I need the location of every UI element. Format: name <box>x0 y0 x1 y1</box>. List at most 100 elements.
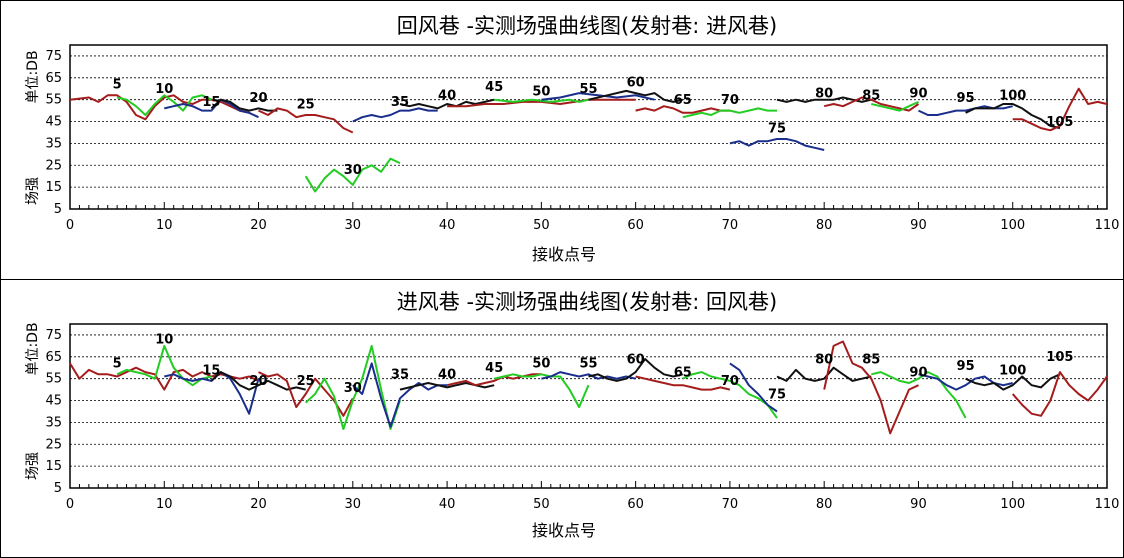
y-axis-title-unit: 单位:DB <box>25 322 41 375</box>
series-line-red <box>258 107 354 134</box>
y-tick-label: 25 <box>45 158 62 173</box>
point-number-label: 10 <box>155 82 173 97</box>
x-tick-label: 90 <box>910 497 927 512</box>
series-line-red <box>1012 87 1108 132</box>
series-line-black <box>965 373 1061 391</box>
series-line-green <box>682 371 778 419</box>
x-tick-label: 80 <box>816 497 833 512</box>
point-number-label: 25 <box>297 374 315 389</box>
x-tick-label: 30 <box>345 218 362 233</box>
point-number-label: 95 <box>957 91 975 106</box>
x-tick-label: 0 <box>66 218 74 233</box>
point-number-label: 15 <box>202 363 220 378</box>
point-number-label: 10 <box>155 333 173 348</box>
point-number-label: 45 <box>485 80 503 95</box>
point-number-label: 100 <box>999 89 1026 104</box>
y-tick-label: 5 <box>54 202 62 217</box>
series-line-red <box>1011 371 1108 417</box>
series-line-green <box>305 344 401 430</box>
x-tick-label: 50 <box>533 218 550 233</box>
x-tick-label: 60 <box>627 497 644 512</box>
series-line-black <box>210 98 278 112</box>
y-tick-label: 65 <box>45 350 62 365</box>
series-line-red <box>635 375 731 391</box>
series-line-green <box>493 373 590 409</box>
point-number-label: 85 <box>862 89 880 104</box>
series-line-green <box>871 100 919 112</box>
x-tick-label: 40 <box>439 497 456 512</box>
plot-frame <box>69 44 1108 210</box>
point-number-label: 35 <box>391 95 409 110</box>
point-number-label: 80 <box>815 86 833 101</box>
y-tick-label: 45 <box>45 394 62 409</box>
point-number-label: 5 <box>113 78 122 93</box>
series-line-navy <box>541 371 636 380</box>
point-number-label: 40 <box>438 368 456 383</box>
series-line-navy <box>352 362 448 428</box>
y-tick-label: 45 <box>45 115 62 130</box>
x-tick-label: 100 <box>1000 218 1025 233</box>
point-number-label: 40 <box>438 89 456 104</box>
point-number-label: 60 <box>627 76 645 91</box>
x-tick-label: 10 <box>156 497 173 512</box>
series-line-green <box>682 107 777 119</box>
x-tick-label: 20 <box>250 218 267 233</box>
x-tick-label: 0 <box>66 497 74 512</box>
x-tick-label: 70 <box>722 218 739 233</box>
y-tick-label: 65 <box>45 71 62 86</box>
x-tick-label: 100 <box>1000 497 1025 512</box>
chart-top-svg: 回风巷 -实测场强曲线图(发射巷: 进风巷) 单位:DB 场强 接收点号 5 15… <box>25 14 1119 264</box>
x-axis-title: 接收点号 <box>532 245 596 264</box>
y-axis-title-field: 场强 <box>25 177 41 205</box>
point-number-label: 35 <box>391 368 409 383</box>
series-line-green <box>116 94 212 116</box>
series-line-navy <box>729 138 825 151</box>
point-number-label: 15 <box>202 95 220 110</box>
x-tick-label: 40 <box>439 218 456 233</box>
y-tick-label: 75 <box>45 49 62 64</box>
point-number-label: 90 <box>909 86 927 101</box>
x-tick-label: 110 <box>1095 497 1120 512</box>
series-line-black <box>588 89 684 103</box>
series-line-navy <box>729 362 778 413</box>
point-number-label: 80 <box>815 352 833 367</box>
x-tick-label: 70 <box>722 497 739 512</box>
chart-panel-bottom: 进风巷 -实测场强曲线图(发射巷: 回风巷) 单位:DB 场强 接收点号 5 15… <box>1 280 1123 557</box>
series-line-black <box>776 366 872 382</box>
series-line-red <box>635 105 730 114</box>
point-number-label: 55 <box>579 357 597 372</box>
series-line-red <box>69 94 250 121</box>
series-line-navy <box>918 105 1013 116</box>
point-number-label: 105 <box>1046 350 1073 365</box>
point-number-label: 105 <box>1046 115 1073 130</box>
point-number-label: 45 <box>485 361 503 376</box>
y-tick-label: 5 <box>54 481 62 496</box>
x-axis-title: 接收点号 <box>532 521 596 540</box>
series-line-black <box>399 98 495 110</box>
point-number-label: 60 <box>627 352 645 367</box>
y-tick-label: 15 <box>45 459 62 474</box>
chart-bottom-svg: 进风巷 -实测场强曲线图(发射巷: 回风巷) 单位:DB 场强 接收点号 5 15… <box>25 290 1120 540</box>
series-line-navy <box>352 107 438 123</box>
point-number-label: 75 <box>768 387 786 402</box>
point-number-label: 90 <box>909 365 927 380</box>
y-tick-label: 55 <box>45 372 62 387</box>
point-number-label: 30 <box>344 163 362 178</box>
chart-title: 回风巷 -实测场强曲线图(发射巷: 进风巷) <box>397 14 777 38</box>
point-number-label: 100 <box>999 363 1026 378</box>
series-line-green <box>494 98 589 103</box>
series-line-red <box>823 340 919 435</box>
y-tick-label: 25 <box>45 437 62 452</box>
x-tick-label: 50 <box>533 497 550 512</box>
chart-title: 进风巷 -实测场强曲线图(发射巷: 回风巷) <box>397 290 777 314</box>
y-axis-title-field: 场强 <box>25 452 41 480</box>
y-tick-label: 35 <box>45 136 62 151</box>
series-line-navy <box>541 92 655 101</box>
y-tick-label: 15 <box>45 180 62 195</box>
point-number-label: 5 <box>113 357 122 372</box>
plot-frame <box>69 323 1108 489</box>
x-tick-label: 10 <box>156 218 173 233</box>
series-line-red <box>447 98 636 108</box>
series-line-black <box>588 358 684 382</box>
